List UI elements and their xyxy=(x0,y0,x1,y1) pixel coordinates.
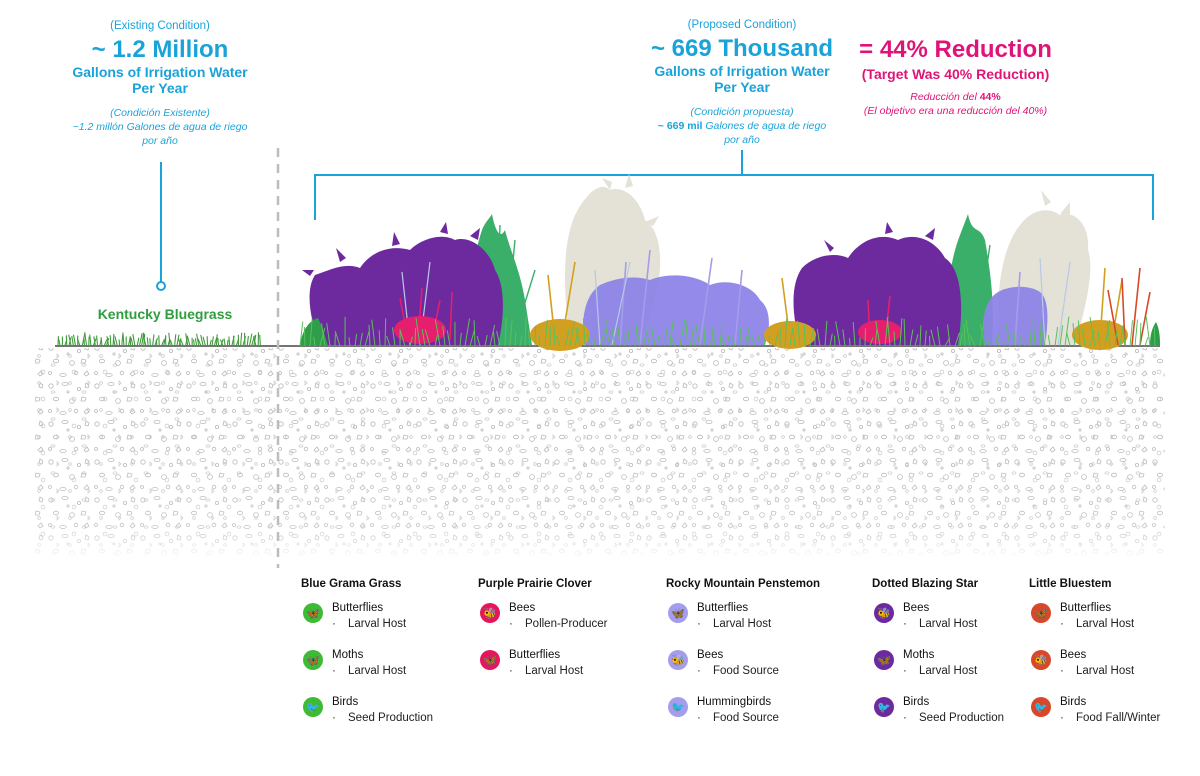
existing-es-line1: (Condición Existente) xyxy=(110,107,210,119)
reduction-es-prefix: Reducción del xyxy=(910,91,980,103)
proposed-bracket xyxy=(314,150,1154,220)
species-title: Rocky Mountain Penstemon xyxy=(666,578,820,590)
species-column: Little Bluestem 🦋 Butterflies · Larval Ho… xyxy=(1029,578,1194,724)
existing-amount: ~ 1.2 Million xyxy=(91,36,229,63)
species-row-name: Bees xyxy=(1060,649,1087,661)
proposed-label: (Proposed Condition) xyxy=(687,19,797,31)
reduction-headline: = 44% Reduction xyxy=(859,36,1052,63)
species-row-name: Birds xyxy=(332,696,359,708)
species-row-name: Bees xyxy=(697,649,724,661)
species-column: Rocky Mountain Penstemon 🦋 Butterflies ·… xyxy=(666,578,846,724)
bird-icon: 🐦 xyxy=(1031,697,1051,717)
kentucky-bluegrass-label: Kentucky Bluegrass xyxy=(97,306,233,322)
species-row: 🐝 Bees · Pollen-Producer xyxy=(480,602,650,643)
bee-icon: 🐝 xyxy=(1031,650,1051,670)
species-row: 🐦 Birds · Seed Production xyxy=(874,696,1024,737)
bee-icon: 🐝 xyxy=(668,650,688,670)
existing-unit-line2: Per Year xyxy=(132,80,188,96)
species-row: 🐦 Birds · Food Fall/Winter xyxy=(1031,696,1191,737)
species-row: 🦋 Butterflies · Larval Host xyxy=(1031,602,1191,643)
species-row-desc: · Seed Production xyxy=(332,712,434,724)
species-row-name: Birds xyxy=(903,696,930,708)
species-title: Purple Prairie Clover xyxy=(478,578,592,590)
proposed-es-rest: Galones de agua de riego xyxy=(702,120,827,132)
butterfly-icon: 🦋 xyxy=(1031,603,1051,623)
species-row-name: Birds xyxy=(1060,696,1087,708)
species-row-desc: · Food Source xyxy=(697,665,779,677)
species-row: 🐝 Bees · Food Source xyxy=(668,649,838,690)
species-row: 🐦 Hummingbirds · Food Source xyxy=(668,696,838,737)
reduction-es-line2: (El objetivo era una reducción del 40%) xyxy=(863,105,1048,117)
proposed-unit-line2: Per Year xyxy=(714,79,770,95)
species-row-name: Butterflies xyxy=(509,649,561,661)
proposed-es-line3: por año xyxy=(724,134,760,146)
species-row-name: Hummingbirds xyxy=(697,696,772,708)
bluegrass-turf xyxy=(57,332,261,347)
reduction-es-bold: 44% xyxy=(979,91,1001,103)
reduction-block: = 44% Reduction (Target Was 40% Reductio… xyxy=(838,36,1073,118)
species-row: 🐦 Birds · Seed Production xyxy=(303,696,473,737)
species-row: 🦋 Butterflies · Larval Host xyxy=(303,602,473,643)
native-planting-bed xyxy=(299,174,1160,351)
butterfly-icon: 🦋 xyxy=(668,603,688,623)
existing-label: (Existing Condition) xyxy=(110,20,210,32)
species-row: 🦋 Moths · Larval Host xyxy=(874,649,1024,690)
species-row-name: Bees xyxy=(903,602,930,614)
species-row-desc: · Larval Host xyxy=(697,618,772,630)
species-row-name: Moths xyxy=(332,649,364,661)
species-row: 🐝 Bees · Larval Host xyxy=(874,602,1024,643)
species-row-desc: · Food Fall/Winter xyxy=(1060,712,1161,724)
species-row-name: Butterflies xyxy=(697,602,749,614)
existing-es-line2: ~1.2 millón Galones de agua de riego xyxy=(72,121,248,133)
species-title: Dotted Blazing Star xyxy=(872,578,979,590)
species-row-desc: · Pollen-Producer xyxy=(509,618,608,630)
species-row: 🐝 Bees · Larval Host xyxy=(1031,649,1191,690)
proposed-amount: ~ 669 Thousand xyxy=(650,35,834,62)
species-row-name: Butterflies xyxy=(332,602,384,614)
species-row: 🦋 Butterflies · Larval Host xyxy=(480,649,650,690)
species-row: 🦋 Butterflies · Larval Host xyxy=(668,602,838,643)
reduction-es-line1: Reducción del 44% xyxy=(838,90,1073,104)
species-column: Dotted Blazing Star 🐝 Bees · Larval Host … xyxy=(872,578,1022,724)
species-row-name: Moths xyxy=(903,649,935,661)
species-title: Blue Grama Grass xyxy=(301,578,402,590)
existing-es-line3: por año xyxy=(142,135,178,147)
butterfly-icon: 🦋 xyxy=(303,603,323,623)
existing-leader xyxy=(156,162,166,291)
moth-icon: 🦋 xyxy=(874,650,894,670)
existing-condition-block: (Existing Condition) ~ 1.2 Million Gallo… xyxy=(40,20,280,148)
hummingbird-icon: 🐦 xyxy=(668,697,688,717)
species-row: 🦋 Moths · Larval Host xyxy=(303,649,473,690)
species-row-desc: · Larval Host xyxy=(332,665,407,677)
species-row-desc: · Larval Host xyxy=(1060,665,1135,677)
species-row-desc: · Larval Host xyxy=(903,618,978,630)
butterfly-icon: 🦋 xyxy=(480,650,500,670)
species-row-desc: · Larval Host xyxy=(1060,618,1135,630)
bee-icon: 🐝 xyxy=(480,603,500,623)
reduction-target: (Target Was 40% Reduction) xyxy=(861,66,1050,82)
species-column: Blue Grama Grass 🦋 Butterflies · Larval H… xyxy=(301,578,471,724)
proposed-es-line2: ~ 669 mil Galones de agua de riego xyxy=(622,119,862,133)
species-row-desc: · Larval Host xyxy=(903,665,978,677)
soil-section xyxy=(35,348,1165,560)
proposed-unit-line1: Gallons of Irrigation Water xyxy=(654,63,830,79)
bee-icon: 🐝 xyxy=(874,603,894,623)
species-row-name: Butterflies xyxy=(1060,602,1112,614)
bird-icon: 🐦 xyxy=(303,697,323,717)
species-title: Little Bluestem xyxy=(1029,578,1112,590)
species-row-desc: · Larval Host xyxy=(332,618,407,630)
moth-icon: 🦋 xyxy=(303,650,323,670)
proposed-es-line1: (Condición propuesta) xyxy=(690,106,794,118)
species-row-desc: · Food Source xyxy=(697,712,779,724)
species-row-desc: · Seed Production xyxy=(903,712,1005,724)
species-row-name: Bees xyxy=(509,602,536,614)
bird-icon: 🐦 xyxy=(874,697,894,717)
existing-unit-line1: Gallons of Irrigation Water xyxy=(72,64,248,80)
species-row-desc: · Larval Host xyxy=(509,665,584,677)
species-column: Purple Prairie Clover 🐝 Bees · Pollen-Pro… xyxy=(478,578,648,677)
proposed-condition-block: (Proposed Condition) ~ 669 Thousand Gall… xyxy=(622,19,862,147)
proposed-es-bold: ~ 669 mil xyxy=(657,120,703,132)
